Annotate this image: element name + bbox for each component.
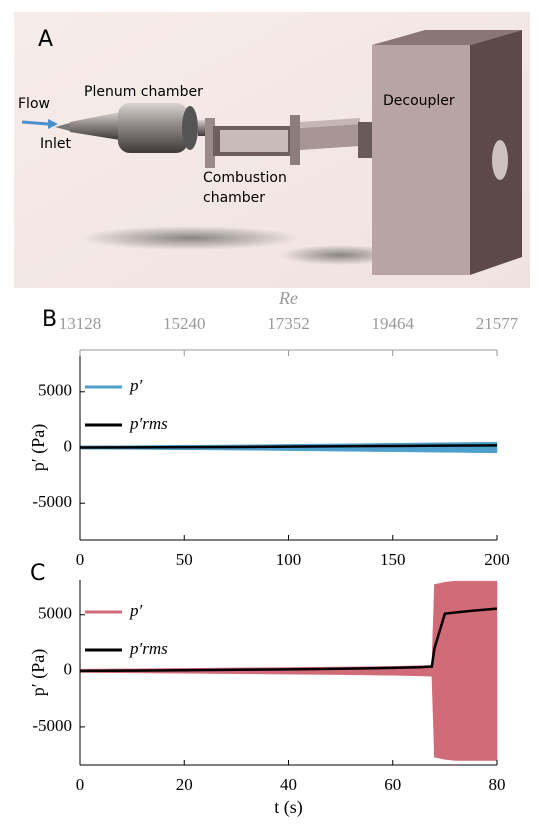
- diagram-label: chamber: [203, 190, 265, 206]
- signal-band: [444, 441, 498, 454]
- x-tick-label: 60: [384, 775, 401, 794]
- x2-axis-label: Re: [278, 288, 298, 308]
- x-axis-label: t (s): [274, 797, 303, 818]
- x-tick-label: 100: [276, 550, 302, 569]
- legend-label: p′: [129, 601, 143, 620]
- x-tick-label: 50: [176, 550, 193, 569]
- diagram-label: Inlet: [40, 136, 72, 152]
- y-tick-label: 0: [64, 436, 73, 455]
- x-tick-label: 40: [280, 775, 297, 794]
- x-tick-label: 200: [484, 550, 510, 569]
- x-tick-label: 20: [176, 775, 193, 794]
- diagram-label: Decoupler: [383, 93, 455, 109]
- signal-band: [455, 580, 472, 761]
- x2-tick-label: 15240: [163, 314, 206, 333]
- diagram-label: Plenum chamber: [84, 84, 203, 100]
- legend-label: p′rms: [129, 414, 168, 433]
- legend-label: p′rms: [129, 639, 168, 658]
- panel-label: C: [30, 561, 45, 586]
- y-axis-label: p′ (Pa): [28, 649, 49, 696]
- y-axis-label: p′ (Pa): [28, 424, 49, 471]
- x-tick-label: 0: [76, 775, 85, 794]
- signal-band: [340, 443, 393, 452]
- y-tick-label: -5000: [32, 492, 72, 511]
- rms-line: [79, 607, 498, 673]
- y-tick-label: 0: [64, 660, 73, 679]
- x-tick-label: 150: [380, 550, 406, 569]
- diagram-label: Combustion: [203, 170, 287, 186]
- signal-band: [444, 580, 456, 761]
- diagram-label: Flow: [18, 96, 50, 112]
- rms-line: [79, 444, 498, 449]
- x2-tick-label: 19464: [371, 314, 414, 333]
- legend-label: p′: [129, 376, 143, 395]
- signal-band: [434, 581, 446, 760]
- panel-label: B: [42, 307, 57, 332]
- panel-label: A: [38, 27, 53, 52]
- x-tick-label: 80: [489, 775, 506, 794]
- x2-tick-label: 13128: [59, 314, 102, 333]
- signal-band: [431, 584, 435, 758]
- y-tick-label: 5000: [38, 381, 72, 400]
- x2-tick-label: 17352: [267, 314, 310, 333]
- x2-tick-label: 21577: [476, 314, 519, 333]
- y-tick-label: -5000: [32, 716, 72, 735]
- rig-render: [14, 12, 530, 288]
- signal-band: [392, 442, 446, 453]
- y-tick-label: 5000: [38, 604, 72, 623]
- x-tick-label: 0: [76, 550, 85, 569]
